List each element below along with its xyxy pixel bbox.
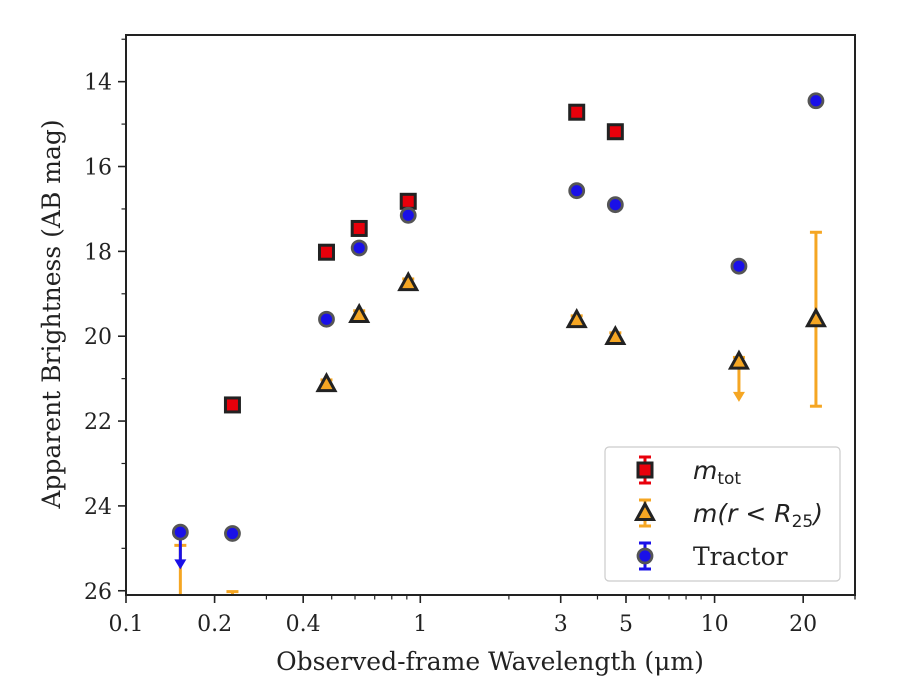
- series-2-point: [318, 310, 335, 328]
- y-tick-label: 20: [84, 325, 112, 350]
- x-axis-ticks: 0.1 0.2 0.4 1 3 5 10 20: [109, 595, 856, 637]
- x-tick-label: 5: [619, 612, 633, 637]
- y-tick-label: 24: [84, 495, 112, 520]
- x-tick-label: 1: [413, 612, 427, 637]
- series-2-point: [171, 523, 189, 541]
- x-tick-label: 0.2: [197, 612, 232, 637]
- series-2-point: [730, 257, 748, 275]
- series-2-point: [399, 206, 417, 224]
- legend-box: [604, 446, 841, 582]
- series-2-point: [568, 182, 586, 200]
- x-tick-label: 3: [554, 612, 568, 637]
- x-tick-label: 0.1: [109, 612, 144, 637]
- series-1-point: [727, 349, 750, 370]
- series-2-point: [224, 525, 241, 542]
- y-tick-label: 14: [84, 71, 112, 96]
- series-1-point: [565, 307, 588, 329]
- legend-label-0: mtot: [693, 456, 741, 489]
- series-0-point: [606, 123, 624, 141]
- legend-marker-1: [633, 500, 657, 521]
- series-1-point: [604, 324, 627, 346]
- orange-errorbar: [226, 590, 239, 595]
- legend-marker-0: [636, 461, 654, 479]
- series-1-point: [348, 302, 371, 323]
- x-tick-label: 20: [789, 612, 817, 637]
- series-2-point: [350, 239, 368, 257]
- y-tick-label: 16: [84, 156, 112, 181]
- series-0-point: [568, 103, 586, 121]
- series-1-point: [804, 307, 827, 328]
- series-2-point: [807, 92, 825, 110]
- y-tick-label: 22: [84, 410, 112, 435]
- y-tick-label: 18: [84, 240, 112, 265]
- series-0-point: [399, 192, 417, 210]
- legend: mtot m(r < R25) Tractor: [604, 446, 841, 582]
- x-axis-title: Observed-frame Wavelength (μm): [276, 647, 704, 676]
- series-2-point: [606, 196, 624, 214]
- y-axis-ticks: 14 16 18 20 22 24 26: [84, 38, 126, 605]
- series-1-point: [397, 271, 420, 292]
- x-tick-label: 10: [701, 612, 729, 637]
- plot-border: [125, 34, 856, 596]
- marks-layer: [171, 92, 827, 595]
- plot-frame: [125, 34, 856, 596]
- series-1-point: [315, 372, 338, 393]
- legend-marker-2: [636, 547, 654, 565]
- x-tick-label: 0.4: [286, 612, 321, 637]
- series-0-point: [317, 243, 335, 261]
- y-axis-title: Apparent Brightness (AB mag): [37, 119, 66, 509]
- y-tick-label: 26: [84, 580, 112, 605]
- series-0-point: [350, 219, 368, 237]
- series-0-point: [223, 396, 241, 414]
- legend-label-1: m(r < R25): [693, 499, 823, 532]
- legend-label-2: Tractor: [693, 542, 788, 571]
